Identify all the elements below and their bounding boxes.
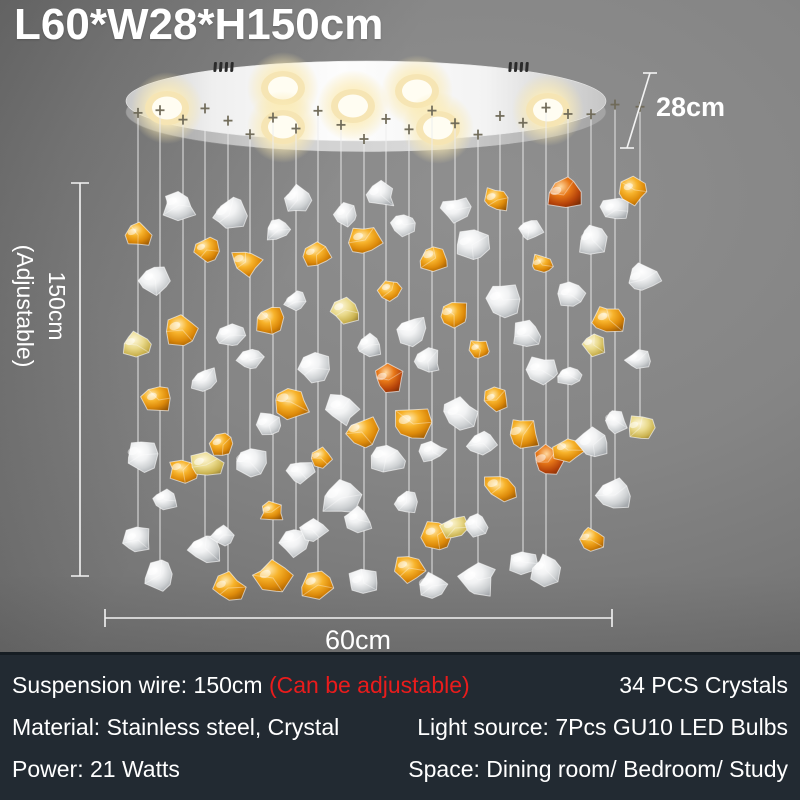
chandelier-illustration [71,52,663,627]
spec-row-material: Material: Stainless steel, Crystal Light… [12,714,788,741]
suspension-wires [133,99,645,588]
photo-backdrop [0,0,800,652]
spec-band: Suspension wire: 150cm (Can be adjustabl… [0,652,800,800]
height-dimension-label: 150cm (Adjustable) [9,245,73,368]
dimension-lines [71,72,657,627]
crystals [122,175,663,601]
height-note: (Adjustable) [12,244,38,368]
spec-row-power: Power: 21 Watts Space: Dining room/ Bedr… [12,756,788,783]
spec-row-suspension: Suspension wire: 150cm (Can be adjustabl… [12,672,788,699]
space-text: Space: Dining room/ Bedroom/ Study [408,756,788,782]
suspension-wire-value: Suspension wire: 150cm [12,672,269,698]
product-title: L60*W28*H150cm [14,0,384,49]
suspension-wire-text: Suspension wire: 150cm (Can be adjustabl… [12,672,470,699]
height-value: 150cm [44,271,71,341]
power-text: Power: 21 Watts [12,756,180,782]
crystal-count-text: 34 PCS Crystals [619,672,788,698]
led-lights [131,52,584,164]
width-dimension-label: 60cm [324,625,392,655]
adjustable-note: (Can be adjustable) [268,672,470,698]
light-source-text: Light source: 7Pcs GU10 LED Bulbs [417,714,788,740]
material-text: Material: Stainless steel, Crystal [12,714,340,740]
depth-dimension-label: 28cm [656,92,726,122]
